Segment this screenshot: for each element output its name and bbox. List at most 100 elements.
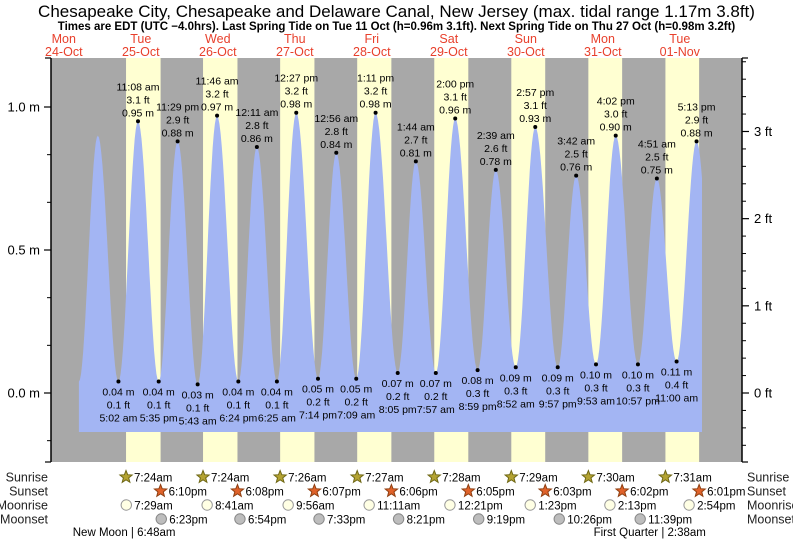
high-tide-dot bbox=[493, 167, 498, 172]
low-tide-dot bbox=[354, 376, 359, 381]
moonset-time: 7:33pm bbox=[327, 515, 365, 527]
tide-label-line: 5:43 am bbox=[179, 415, 217, 427]
tide-label-line: 7:09 am bbox=[337, 410, 375, 422]
tide-label-line: 0.04 m bbox=[143, 387, 175, 399]
high-tide-dot bbox=[175, 139, 180, 144]
tide-label-line: 6:25 am bbox=[258, 413, 296, 425]
tide-label-line: 0.1 ft bbox=[265, 400, 288, 412]
tide-label-line: 0.76 m bbox=[560, 162, 592, 174]
tide-label-line: 4:51 am bbox=[638, 139, 676, 151]
tide-label-line: 2.9 ft bbox=[685, 114, 708, 126]
moonset-circle-icon bbox=[155, 513, 167, 525]
low-tide-label: 0.07 m 0.2 ft 7:57 am bbox=[417, 378, 455, 416]
day-date-label: 25-Oct bbox=[122, 45, 160, 59]
tide-label-line: 0.1 ft bbox=[147, 400, 170, 412]
sunrise-star-icon bbox=[272, 469, 288, 484]
row-label-right-sunrise: Sunrise bbox=[747, 471, 789, 485]
tide-curve bbox=[78, 112, 702, 432]
high-tide-dot bbox=[453, 116, 458, 121]
tide-label-line: 0.98 m bbox=[280, 99, 312, 111]
low-tide-dot bbox=[513, 365, 518, 370]
high-tide-dot bbox=[574, 173, 579, 178]
sunset-time: 6:08pm bbox=[245, 487, 283, 499]
tide-label-line: 7:57 am bbox=[417, 404, 455, 416]
high-tide-label: 5:13 pm 2.9 ft 0.88 m bbox=[678, 101, 716, 139]
tide-label-line: 0.2 ft bbox=[424, 391, 447, 403]
tide-label-line: 0.88 m bbox=[162, 127, 194, 139]
sunset-star-icon bbox=[614, 483, 630, 498]
tide-label-line: 0.10 m bbox=[580, 369, 612, 381]
chart-title: Chesapeake City, Chesapeake and Delaware… bbox=[38, 2, 755, 21]
moonrise-time: 9:56am bbox=[296, 501, 334, 513]
low-tide-label: 0.05 m 0.2 ft 7:09 am bbox=[337, 384, 375, 422]
tide-label-line: 0.3 ft bbox=[546, 385, 569, 397]
left-axis-label: 0.0 m bbox=[7, 386, 40, 401]
tide-label-line: 3.1 ft bbox=[126, 94, 149, 106]
right-axis-label: 1 ft bbox=[754, 298, 772, 313]
tide-label-line: 2:39 am bbox=[477, 130, 515, 142]
day-date-label: 28-Oct bbox=[353, 45, 391, 59]
tide-label-line: 2.6 ft bbox=[484, 143, 507, 155]
row-label-right-moonset: Moonset bbox=[747, 513, 793, 527]
moonset-circle-icon bbox=[634, 513, 646, 525]
low-tide-label: 0.09 m 0.3 ft 8:52 am bbox=[497, 372, 535, 410]
moonrise-circle-icon bbox=[604, 499, 616, 511]
tide-label-line: 10:57 pm bbox=[616, 395, 660, 407]
moonrise-time: 7:29am bbox=[134, 501, 172, 513]
high-tide-label: 2:00 pm 3.1 ft 0.96 m bbox=[436, 78, 474, 116]
low-tide-label: 0.09 m 0.3 ft 9:57 pm bbox=[539, 372, 577, 410]
sunrise-time: 7:26am bbox=[288, 473, 326, 485]
low-tide-label: 0.05 m 0.2 ft 7:14 pm bbox=[299, 384, 337, 422]
high-tide-dot bbox=[694, 139, 699, 144]
tide-label-line: 0.08 m bbox=[462, 375, 494, 387]
tide-label-line: 0.07 m bbox=[382, 378, 414, 390]
day-weekday-label: Mon bbox=[591, 32, 615, 46]
low-tide-dot bbox=[433, 370, 438, 375]
tide-label-line: 3.2 ft bbox=[205, 89, 228, 101]
tide-label-line: 3.2 ft bbox=[285, 86, 308, 98]
day-weekday-label: Tue bbox=[669, 32, 690, 46]
row-label-right-moonrise: Moonrise bbox=[747, 499, 793, 513]
moonrise-circle-icon bbox=[444, 499, 456, 511]
low-tide-dot bbox=[635, 362, 640, 367]
moonset-time: 11:39pm bbox=[648, 515, 692, 527]
high-tide-label: 4:51 am 2.5 ft 0.75 m bbox=[638, 139, 676, 177]
tide-label-line: 0.3 ft bbox=[626, 382, 649, 394]
moonset-circle-icon bbox=[234, 513, 246, 525]
tide-label-line: 11:00 am bbox=[655, 393, 698, 405]
left-axis-label: 1.0 m bbox=[7, 100, 40, 115]
high-tide-dot bbox=[613, 133, 618, 138]
sunrise-time: 7:24am bbox=[134, 473, 172, 485]
tide-label-line: 12:11 am bbox=[235, 107, 278, 119]
tide-label-line: 2:00 pm bbox=[436, 78, 474, 90]
high-tide-label: 4:02 pm 3.0 ft 0.90 m bbox=[597, 96, 635, 134]
moonset-time: 10:26pm bbox=[567, 515, 612, 527]
sunrise-star-icon bbox=[118, 469, 134, 484]
low-tide-label: 0.10 m 0.3 ft 10:57 pm bbox=[616, 369, 660, 407]
sunrise-star-icon bbox=[349, 469, 365, 484]
sunrise-time: 7:27am bbox=[365, 473, 403, 485]
tide-label-line: 0.1 ft bbox=[186, 402, 209, 414]
sunrise-time: 7:28am bbox=[442, 473, 480, 485]
moon-phase-label: New Moon | 6:48am bbox=[73, 527, 176, 539]
high-tide-label: 12:27 pm 3.2 ft 0.98 m bbox=[274, 73, 318, 111]
tide-label-line: 0.04 m bbox=[222, 387, 254, 399]
tide-label-line: 2.5 ft bbox=[645, 152, 668, 164]
moonset-time: 8:21pm bbox=[407, 515, 445, 527]
high-tide-label: 11:08 am 3.1 ft 0.95 m bbox=[117, 81, 160, 119]
low-tide-dot bbox=[156, 379, 161, 384]
right-axis-label: 2 ft bbox=[754, 211, 772, 226]
sunset-star-icon bbox=[383, 483, 399, 498]
tide-label-line: 0.3 ft bbox=[584, 382, 607, 394]
tide-label-line: 0.1 ft bbox=[107, 400, 130, 412]
tide-label-line: 0.3 ft bbox=[504, 385, 527, 397]
day-weekday-label: Tue bbox=[130, 32, 151, 46]
tide-label-line: 1:44 am bbox=[397, 121, 435, 133]
sunset-star-icon bbox=[537, 483, 553, 498]
sunset-star-icon bbox=[307, 483, 322, 498]
sunset-star-icon bbox=[460, 483, 476, 498]
low-tide-dot bbox=[674, 359, 679, 364]
tide-label-line: 2.7 ft bbox=[404, 134, 427, 146]
low-tide-dot bbox=[274, 379, 279, 384]
tide-label-line: 0.3 ft bbox=[466, 388, 489, 400]
